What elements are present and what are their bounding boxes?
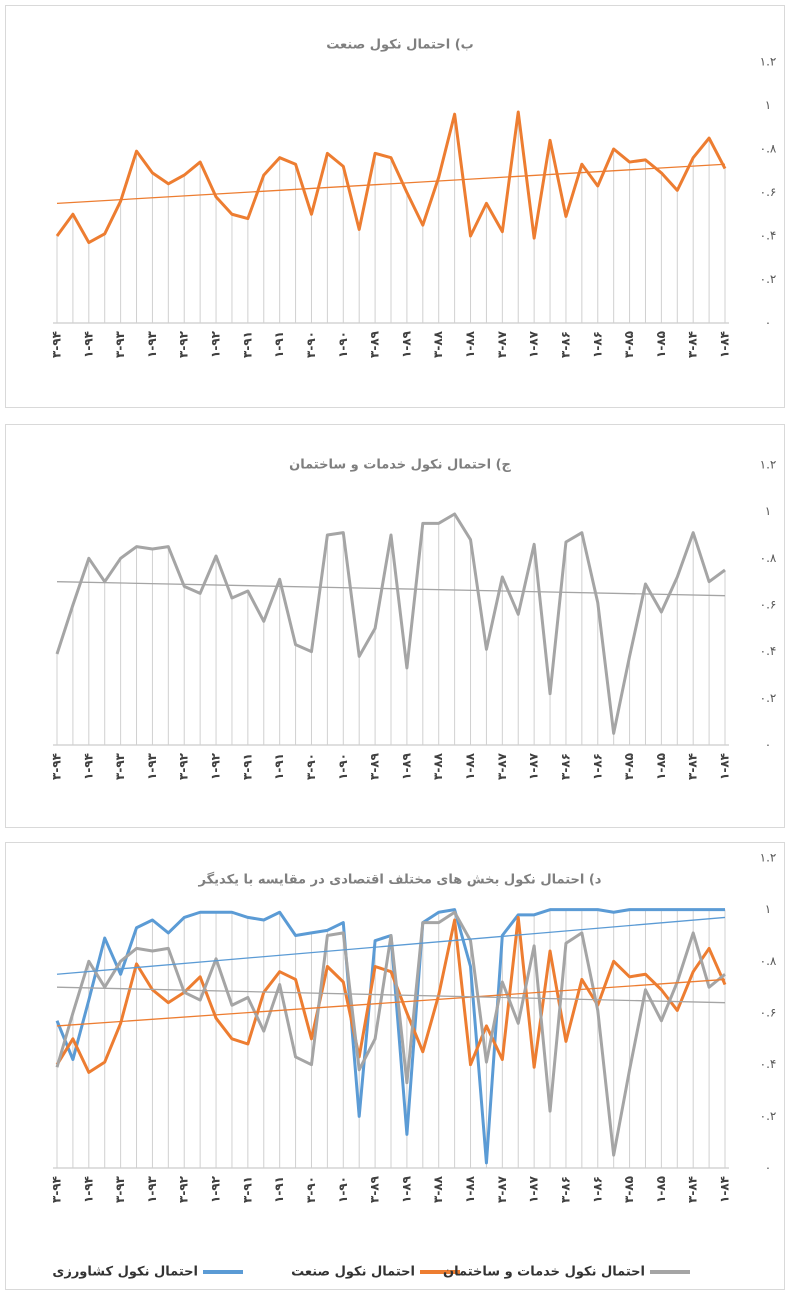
x-tick-label: ۱-۸۹ [399, 1175, 413, 1203]
x-tick-label: ۳-۹۱ [240, 331, 254, 358]
chart-title: د) احتمال نکول بخش های مختلف اقتصادی در … [198, 872, 602, 888]
y-tick-label: ۰.۶ [760, 598, 777, 612]
x-tick-label: ۳-۸۷ [495, 330, 509, 358]
x-tick-label: ۳-۹۲ [177, 1175, 191, 1203]
x-tick-label: ۳-۸۷ [495, 1175, 509, 1203]
y-tick-label: ۰.۸ [760, 551, 777, 565]
x-tick-label: ۱-۸۶ [590, 331, 604, 358]
x-tick-label: ۳-۹۱ [240, 1176, 254, 1203]
x-tick-label: ۳-۸۹ [368, 752, 382, 780]
x-tick-label: ۱-۹۱ [272, 753, 286, 780]
x-tick-label: ۳-۹۲ [177, 752, 191, 780]
y-tick-label: ۱ [765, 504, 771, 518]
x-tick-label: ۳-۹۰ [304, 753, 318, 780]
x-tick-label: ۳-۸۸ [431, 1175, 445, 1203]
x-tick-label: ۳-۹۰ [304, 331, 318, 358]
y-tick-label: ۰.۴ [760, 644, 777, 658]
x-tick-label: ۱-۹۱ [272, 331, 286, 358]
x-tick-label: ۱-۸۸ [463, 752, 477, 780]
x-tick-label: ۱-۹۲ [209, 330, 223, 358]
y-tick-label: ۰.۶ [760, 1006, 777, 1020]
x-tick-label: ۱-۸۷ [527, 330, 541, 358]
x-tick-label: ۳-۸۴ [686, 1176, 700, 1203]
x-tick-label: ۱-۹۴ [81, 1176, 95, 1203]
y-tick-label: ۰ [765, 316, 771, 330]
x-tick-label: ۳-۸۹ [368, 330, 382, 358]
y-tick-label: ۰.۶ [760, 185, 777, 199]
x-tick-label: ۳-۹۰ [304, 1176, 318, 1203]
x-tick-label: ۱-۹۳ [145, 752, 159, 780]
x-tick-label: ۳-۸۶ [558, 331, 572, 358]
x-tick-label: ۳-۹۴ [50, 753, 64, 780]
y-tick-label: ۰ [765, 738, 771, 752]
x-tick-label: ۳-۸۴ [686, 331, 700, 358]
x-tick-label: ۳-۹۳ [113, 330, 127, 358]
x-tick-label: ۱-۸۷ [527, 1175, 541, 1203]
x-tick-label: ۱-۸۵ [654, 1176, 668, 1203]
chart-title: ب) احتمال نکول صنعت [326, 38, 473, 53]
x-tick-label: ۳-۸۶ [558, 1176, 572, 1203]
x-tick-label: ۱-۸۹ [399, 752, 413, 780]
y-tick-label: ۱.۲ [760, 851, 777, 865]
x-tick-label: ۳-۸۹ [368, 1175, 382, 1203]
x-tick-label: ۱-۸۵ [654, 331, 668, 358]
x-tick-label: ۳-۹۴ [50, 331, 64, 358]
y-tick-label: ۰.۲ [760, 272, 777, 286]
x-tick-label: ۳-۸۵ [622, 753, 636, 780]
page: ب) احتمال نکول صنعت ۰ ۰.۲ ۰.۴ ۰.۶ ۰.۸ ۱ ۱.۲ ۳-۹۴… [0, 0, 789, 1296]
x-tick-label: ۱-۹۰ [336, 331, 350, 358]
x-tick-label: ۳-۸۶ [558, 753, 572, 780]
charts: ب) احتمال نکول صنعت ۰ ۰.۲ ۰.۴ ۰.۶ ۰.۸ ۱ ۱.۲ ۳-۹۴… [0, 0, 789, 1296]
x-tick-label: ۳-۹۳ [113, 1175, 127, 1203]
y-tick-label: ۰.۲ [760, 1109, 777, 1123]
y-tick-label: ۰.۸ [760, 142, 777, 156]
x-tick-label: ۱-۸۶ [590, 1176, 604, 1203]
x-tick-label: ۱-۹۱ [272, 1176, 286, 1203]
x-tick-label: ۳-۹۱ [240, 753, 254, 780]
y-tick-label: ۱ [765, 98, 771, 112]
chart-title: ج) احتمال نکول خدمات و ساختمان [289, 458, 511, 473]
x-tick-label: ۱-۸۷ [527, 752, 541, 780]
x-tick-label: ۱-۹۴ [81, 753, 95, 780]
legend-label: احتمال نکول کشاورزی [52, 1265, 198, 1280]
y-tick-label: ۰.۸ [760, 954, 777, 968]
y-tick-label: ۰.۲ [760, 691, 777, 705]
x-tick-label: ۱-۸۴ [718, 1176, 732, 1203]
y-tick-label: ۱ [765, 902, 771, 916]
x-tick-label: ۱-۸۹ [399, 330, 413, 358]
legend-label: احتمال نکول صنعت [291, 1265, 415, 1280]
x-tick-label: ۱-۸۸ [463, 330, 477, 358]
x-tick-label: ۳-۸۵ [622, 1176, 636, 1203]
x-tick-label: ۱-۹۲ [209, 752, 223, 780]
x-tick-label: ۱-۸۶ [590, 753, 604, 780]
y-tick-label: ۰.۴ [760, 229, 777, 243]
y-tick-label: ۰ [765, 1161, 771, 1175]
x-tick-label: ۱-۹۴ [81, 331, 95, 358]
y-tick-label: ۰.۴ [760, 1057, 777, 1071]
x-tick-label: ۳-۸۵ [622, 331, 636, 358]
x-tick-label: ۱-۹۲ [209, 1175, 223, 1203]
x-tick-label: ۳-۸۸ [431, 330, 445, 358]
x-tick-label: ۱-۸۵ [654, 753, 668, 780]
x-tick-label: ۱-۹۳ [145, 1175, 159, 1203]
x-tick-label: ۱-۹۰ [336, 1176, 350, 1203]
x-tick-label: ۳-۹۳ [113, 752, 127, 780]
x-tick-label: ۱-۹۰ [336, 753, 350, 780]
y-tick-label: ۱.۲ [760, 458, 777, 472]
x-tick-label: ۱-۸۴ [718, 753, 732, 780]
x-tick-label: ۳-۹۲ [177, 330, 191, 358]
x-tick-label: ۱-۹۳ [145, 330, 159, 358]
legend-label: احتمال نکول خدمات و ساختمان [443, 1265, 645, 1280]
x-tick-label: ۳-۸۸ [431, 752, 445, 780]
x-tick-label: ۳-۸۴ [686, 753, 700, 780]
x-tick-label: ۳-۹۴ [50, 1176, 64, 1203]
y-tick-label: ۱.۲ [760, 55, 777, 69]
x-tick-label: ۳-۸۷ [495, 752, 509, 780]
x-tick-label: ۱-۸۴ [718, 331, 732, 358]
x-tick-label: ۱-۸۸ [463, 1175, 477, 1203]
